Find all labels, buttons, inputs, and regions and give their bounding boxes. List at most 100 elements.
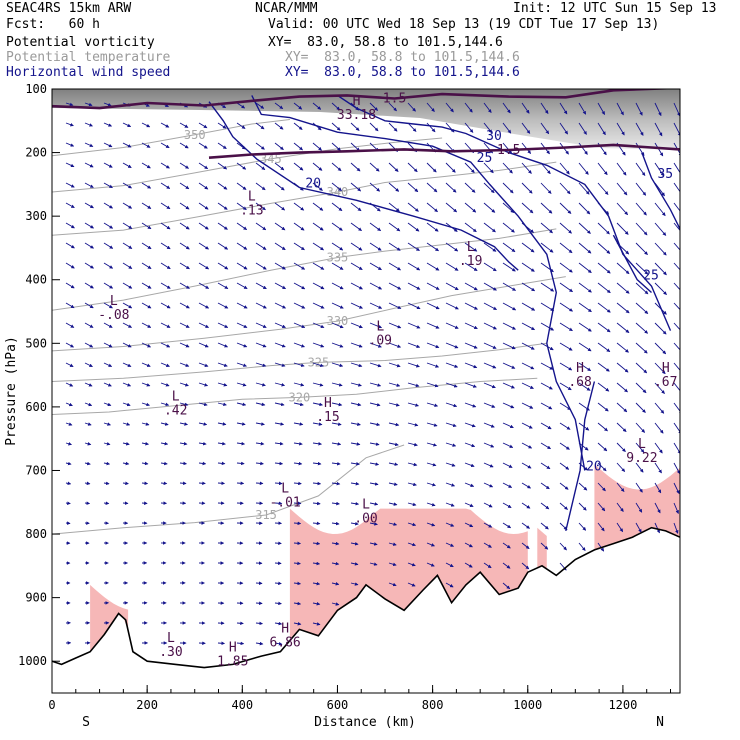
wind-vector-arrow xyxy=(426,282,440,290)
wind-vector-arrow xyxy=(426,362,440,368)
wind-vector-arrow xyxy=(445,582,454,588)
wind-vector-arrow xyxy=(274,242,286,251)
wind-vector-arrow xyxy=(597,342,611,352)
wind-vector-arrow xyxy=(426,222,439,232)
wind-vector-arrow xyxy=(274,182,285,191)
wind-vector-arrow xyxy=(654,422,664,434)
wind-vector-arrow xyxy=(312,461,322,466)
wind-vector-arrow xyxy=(597,102,605,116)
wind-vector-arrow xyxy=(255,362,267,367)
wind-vector-arrow xyxy=(141,382,151,387)
wind-vector-arrow xyxy=(65,162,75,168)
wind-vector-arrow xyxy=(635,502,643,513)
wind-vector-arrow xyxy=(331,481,341,486)
wind-vector-arrow xyxy=(388,282,402,290)
wind-vector-arrow xyxy=(236,242,248,250)
wind-vector-arrow xyxy=(464,502,474,507)
wind-vector-arrow xyxy=(559,122,568,135)
wind-vector-arrow xyxy=(331,342,344,348)
extremum-type: L xyxy=(467,240,475,255)
extremum-value: .19 xyxy=(459,254,482,269)
wind-vector-arrow xyxy=(236,262,248,270)
wind-vector-arrow xyxy=(369,402,381,407)
extremum-value: .15 xyxy=(316,410,339,425)
extremum-value: .00 xyxy=(354,512,377,527)
wind-vector-arrow xyxy=(350,382,362,387)
wind-vector-arrow xyxy=(654,362,666,375)
wind-vector-arrow xyxy=(217,242,229,250)
wind-vector-arrow xyxy=(426,562,435,567)
wind-vector-arrow xyxy=(274,142,284,150)
wind-vector-arrow xyxy=(407,122,417,132)
wind-vector-arrow xyxy=(578,342,592,352)
wind-vector-arrow xyxy=(293,162,304,171)
wind-vector-arrow xyxy=(236,122,246,129)
wind-vector-arrow xyxy=(483,362,497,369)
pv-positive-area xyxy=(594,464,680,550)
wind-vector-arrow xyxy=(141,402,150,407)
wind-vector-arrow xyxy=(350,262,363,270)
wind-vector-arrow xyxy=(65,442,72,446)
wind-vector-arrow xyxy=(559,502,568,510)
wind-vector-arrow xyxy=(103,501,110,505)
wind-vector-arrow xyxy=(502,402,515,409)
wind-vector-arrow xyxy=(388,342,402,348)
wind-vector-arrow xyxy=(160,481,168,486)
wind-vector-arrow xyxy=(160,322,171,328)
wind-vector-arrow xyxy=(84,302,94,309)
wind-vector-arrow xyxy=(521,422,533,429)
wind-vector-arrow xyxy=(616,502,624,512)
wind-vector-arrow xyxy=(521,202,534,214)
wind-vector-arrow xyxy=(65,362,74,368)
wind-vector-arrow xyxy=(236,102,246,109)
wind-vector-arrow xyxy=(274,222,286,231)
wind-vector-arrow xyxy=(65,102,74,106)
wind-vector-arrow xyxy=(426,262,440,271)
wind-vector-arrow xyxy=(426,182,438,193)
pv-positive-area xyxy=(537,527,547,569)
x-tick-label: 1200 xyxy=(608,698,637,712)
wind-vector-arrow xyxy=(350,242,363,251)
extremum-type: H xyxy=(281,622,289,637)
wind-vector-arrow xyxy=(654,122,663,137)
wind-vector-arrow xyxy=(350,362,363,368)
wind-vector-arrow xyxy=(540,442,552,450)
wind-speed-contour xyxy=(251,95,586,471)
wind-vector-arrow xyxy=(141,242,152,250)
extremum-value: .13 xyxy=(240,203,263,218)
wind-vector-arrow xyxy=(103,302,113,309)
wind-vector-arrow xyxy=(293,122,303,130)
wind-vector-arrow xyxy=(407,302,421,310)
pv-positive-area xyxy=(90,584,129,652)
wind-vector-arrow xyxy=(312,441,322,446)
wind-vector-arrow xyxy=(293,222,305,231)
wind-vector-arrow xyxy=(274,342,286,348)
wind-vector-arrow xyxy=(502,242,516,253)
wind-vector-arrow xyxy=(673,422,680,435)
wind-vector-arrow xyxy=(464,362,478,369)
extremum-value: .09 xyxy=(369,334,392,349)
wind-vector-arrow xyxy=(388,262,402,271)
wind-vector-arrow xyxy=(388,162,399,172)
wind-vector-arrow xyxy=(312,561,321,566)
wind-vector-arrow xyxy=(122,162,132,168)
wind-vector-arrow xyxy=(369,222,382,232)
wind-vector-arrow xyxy=(540,362,554,370)
forecast-hour: Fcst: 60 h xyxy=(6,17,100,32)
wind-vector-arrow xyxy=(616,322,630,333)
wind-vector-arrow xyxy=(464,482,475,487)
x-tick-label: 800 xyxy=(422,698,444,712)
wind-vector-arrow xyxy=(84,382,93,387)
x-tick-label: 600 xyxy=(327,698,349,712)
wind-vector-arrow xyxy=(369,442,380,446)
wind-vector-arrow xyxy=(141,481,149,486)
wind-vector-arrow xyxy=(483,502,493,508)
wind-vector-arrow xyxy=(350,302,363,309)
wind-vector-arrow xyxy=(521,122,531,134)
wind-vector-arrow xyxy=(502,542,511,549)
wind-vector-arrow xyxy=(198,262,210,270)
wind-vector-arrow xyxy=(673,102,680,117)
wind-vector-arrow xyxy=(293,402,304,407)
wind-vector-arrow xyxy=(502,462,513,468)
wind-vector-arrow xyxy=(388,222,401,232)
